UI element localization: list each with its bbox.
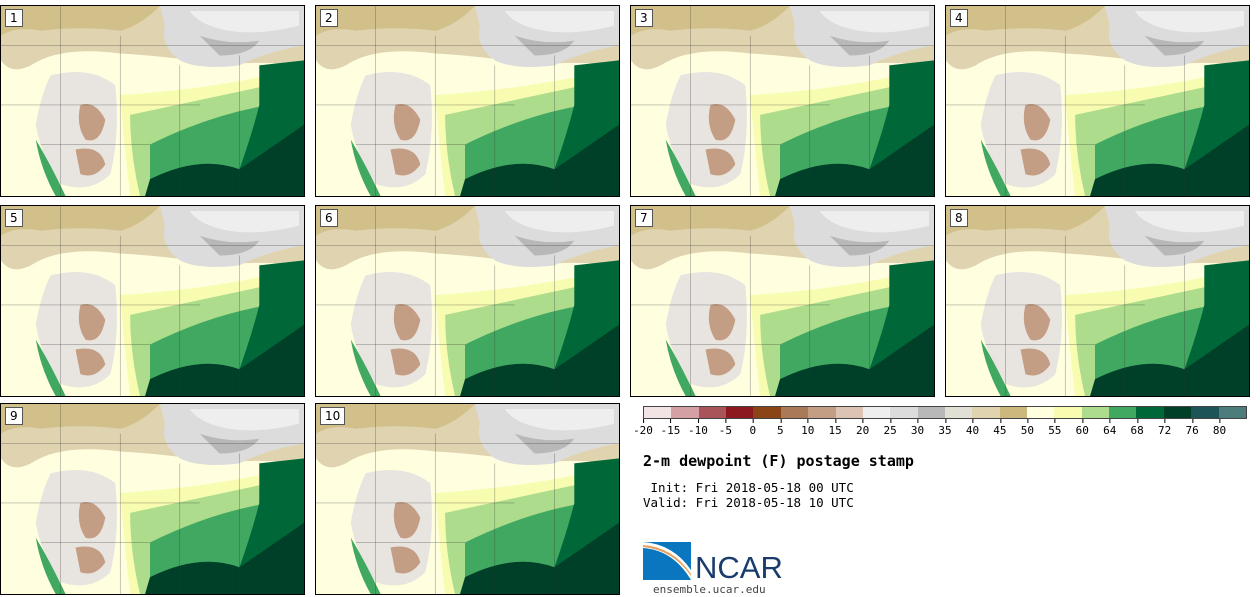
member-label: 3 bbox=[635, 9, 653, 27]
colorbar-swatch bbox=[1218, 407, 1246, 418]
member-map-5: 5 bbox=[0, 205, 305, 397]
colorbar-tick-label: 20 bbox=[856, 419, 869, 437]
colorbar-tick-label: -15 bbox=[661, 419, 680, 437]
colorbar bbox=[643, 406, 1247, 419]
colorbar-swatch bbox=[780, 407, 809, 418]
colorbar-tick-label: -20 bbox=[633, 419, 653, 437]
colorbar-tick-label: 45 bbox=[993, 419, 1007, 437]
colorbar-swatch bbox=[1163, 407, 1192, 418]
colorbar-swatch bbox=[808, 407, 836, 418]
colorbar-swatch bbox=[944, 407, 973, 418]
colorbar-tick-label: 0 bbox=[750, 419, 756, 437]
url-text: ensemble.ucar.edu bbox=[653, 583, 766, 596]
member-label: 2 bbox=[320, 9, 338, 27]
colorbar-swatch bbox=[835, 407, 863, 418]
colorbar-swatch bbox=[671, 407, 699, 418]
colorbar-swatch bbox=[1136, 407, 1164, 418]
member-map-6: 6 bbox=[315, 205, 620, 397]
colorbar-tick-label: -5 bbox=[719, 419, 732, 437]
init-valid-times: Init: Fri 2018-05-18 00 UTC Valid: Fri 20… bbox=[643, 480, 854, 510]
colorbar-tick-label: 35 bbox=[938, 419, 952, 437]
colorbar-tick-label: 10 bbox=[801, 419, 814, 437]
valid-time: Valid: Fri 2018-05-18 10 UTC bbox=[643, 495, 854, 510]
colorbar-tick-label: 40 bbox=[966, 419, 979, 437]
colorbar-tick-label: 30 bbox=[911, 419, 924, 437]
colorbar-tick-label: 64 bbox=[1103, 419, 1116, 437]
member-map-9: 9 bbox=[0, 403, 305, 595]
colorbar-tick-label: 60 bbox=[1076, 419, 1089, 437]
colorbar-swatch bbox=[698, 407, 727, 418]
member-label: 5 bbox=[5, 209, 23, 227]
member-map-2: 2 bbox=[315, 5, 620, 197]
member-map-10: 10 bbox=[315, 403, 620, 595]
member-map-7: 7 bbox=[630, 205, 935, 397]
colorbar-tick-label: 50 bbox=[1021, 419, 1034, 437]
colorbar-swatch bbox=[917, 407, 945, 418]
chart-title: 2-m dewpoint (F) postage stamp bbox=[643, 452, 914, 470]
colorbar-tick-label: 76 bbox=[1185, 419, 1199, 437]
colorbar-ticks: -20 -15 -10 -5 0 5 10 15 20 25 30 35 40 45 50 55 60 64 68 7… bbox=[633, 419, 1247, 439]
member-map-8: 8 bbox=[945, 205, 1250, 397]
colorbar-swatch bbox=[862, 407, 891, 418]
member-map-4: 4 bbox=[945, 5, 1250, 197]
member-label: 9 bbox=[5, 407, 23, 425]
colorbar-swatch bbox=[1054, 407, 1082, 418]
colorbar-tick-label: -10 bbox=[688, 419, 708, 437]
colorbar-swatch bbox=[1109, 407, 1137, 418]
member-map-1: 1 bbox=[0, 5, 305, 197]
colorbar-tick-label: 72 bbox=[1158, 419, 1171, 437]
colorbar-swatch bbox=[890, 407, 918, 418]
member-label: 10 bbox=[320, 407, 346, 425]
colorbar-swatch bbox=[972, 407, 1000, 418]
colorbar-swatch bbox=[644, 407, 672, 418]
colorbar-swatch bbox=[753, 407, 781, 418]
colorbar-swatch bbox=[726, 407, 754, 418]
colorbar-tick-label: 80 bbox=[1213, 419, 1226, 437]
member-label: 1 bbox=[5, 9, 23, 27]
colorbar-swatch bbox=[1027, 407, 1055, 418]
member-label: 6 bbox=[320, 209, 338, 227]
colorbar-swatch bbox=[1081, 407, 1110, 418]
colorbar-tick-label: 25 bbox=[883, 419, 897, 437]
colorbar-swatch bbox=[1191, 407, 1219, 418]
colorbar-tick-label: 15 bbox=[829, 419, 842, 437]
colorbar-tick-label: 55 bbox=[1048, 419, 1061, 437]
colorbar-tick-label: 5 bbox=[777, 419, 784, 437]
init-time: Init: Fri 2018-05-18 00 UTC bbox=[643, 480, 854, 495]
colorbar-swatch bbox=[999, 407, 1028, 418]
svg-text:NCAR: NCAR bbox=[695, 550, 783, 582]
member-label: 7 bbox=[635, 209, 653, 227]
colorbar-tick-label: 68 bbox=[1131, 419, 1144, 437]
member-map-3: 3 bbox=[630, 5, 935, 197]
ncar-logo: NCAR bbox=[643, 540, 793, 586]
member-label: 8 bbox=[950, 209, 968, 227]
member-label: 4 bbox=[950, 9, 968, 27]
